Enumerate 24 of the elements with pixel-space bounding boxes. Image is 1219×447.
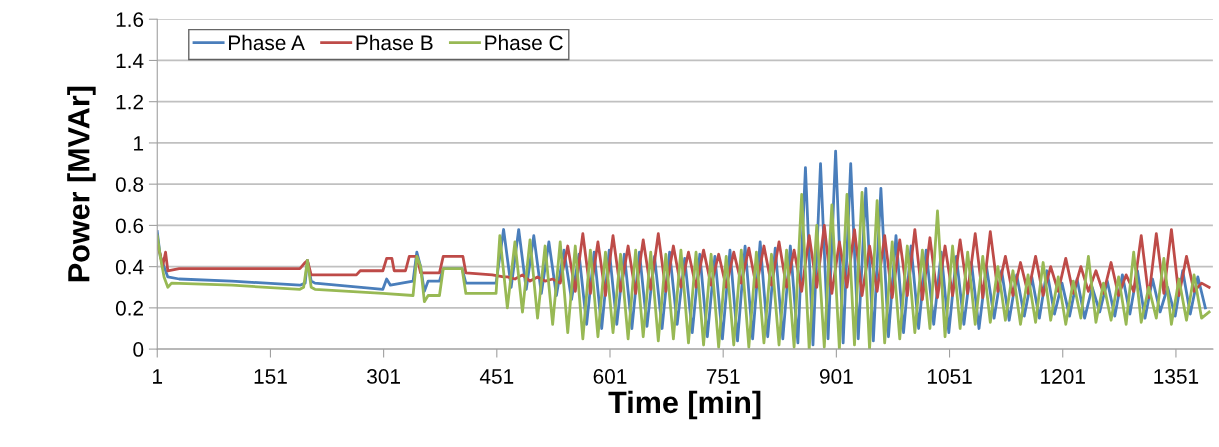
x-tick-label: 451 [479,369,514,384]
x-tick-label: 1201 [1041,369,1085,384]
x-tick-label: 301 [367,369,400,384]
x-tick-label: 601 [593,369,627,384]
x-tick-label: 151 [254,369,287,384]
x-tick-label: 901 [819,369,853,384]
x-tick-label: 751 [706,369,740,384]
legend-label: Phase B [356,34,433,51]
y-tick-label: 0.4 [115,259,144,275]
legend-label: Phase A [229,34,305,51]
x-tick-label: 1 [153,369,163,384]
y-tick-label: 0.8 [115,177,144,192]
y-tick-label: 0 [133,342,144,357]
y-tick-label: 0.6 [115,218,144,234]
y-tick-label: 1.6 [116,12,144,27]
y-tick-label: 1.2 [116,94,144,110]
x-tick-label: 1351 [1154,369,1199,384]
y-tick-label: 1 [134,136,144,151]
y-tick-label: 0.2 [115,300,144,316]
y-tick-label: 1.4 [116,53,144,69]
x-tick-label: 1051 [927,369,972,384]
x-axis-title: Time [min] [608,390,761,420]
y-axis-title: Power [MVAr] [67,86,96,282]
legend-label: Phase C [485,34,563,51]
